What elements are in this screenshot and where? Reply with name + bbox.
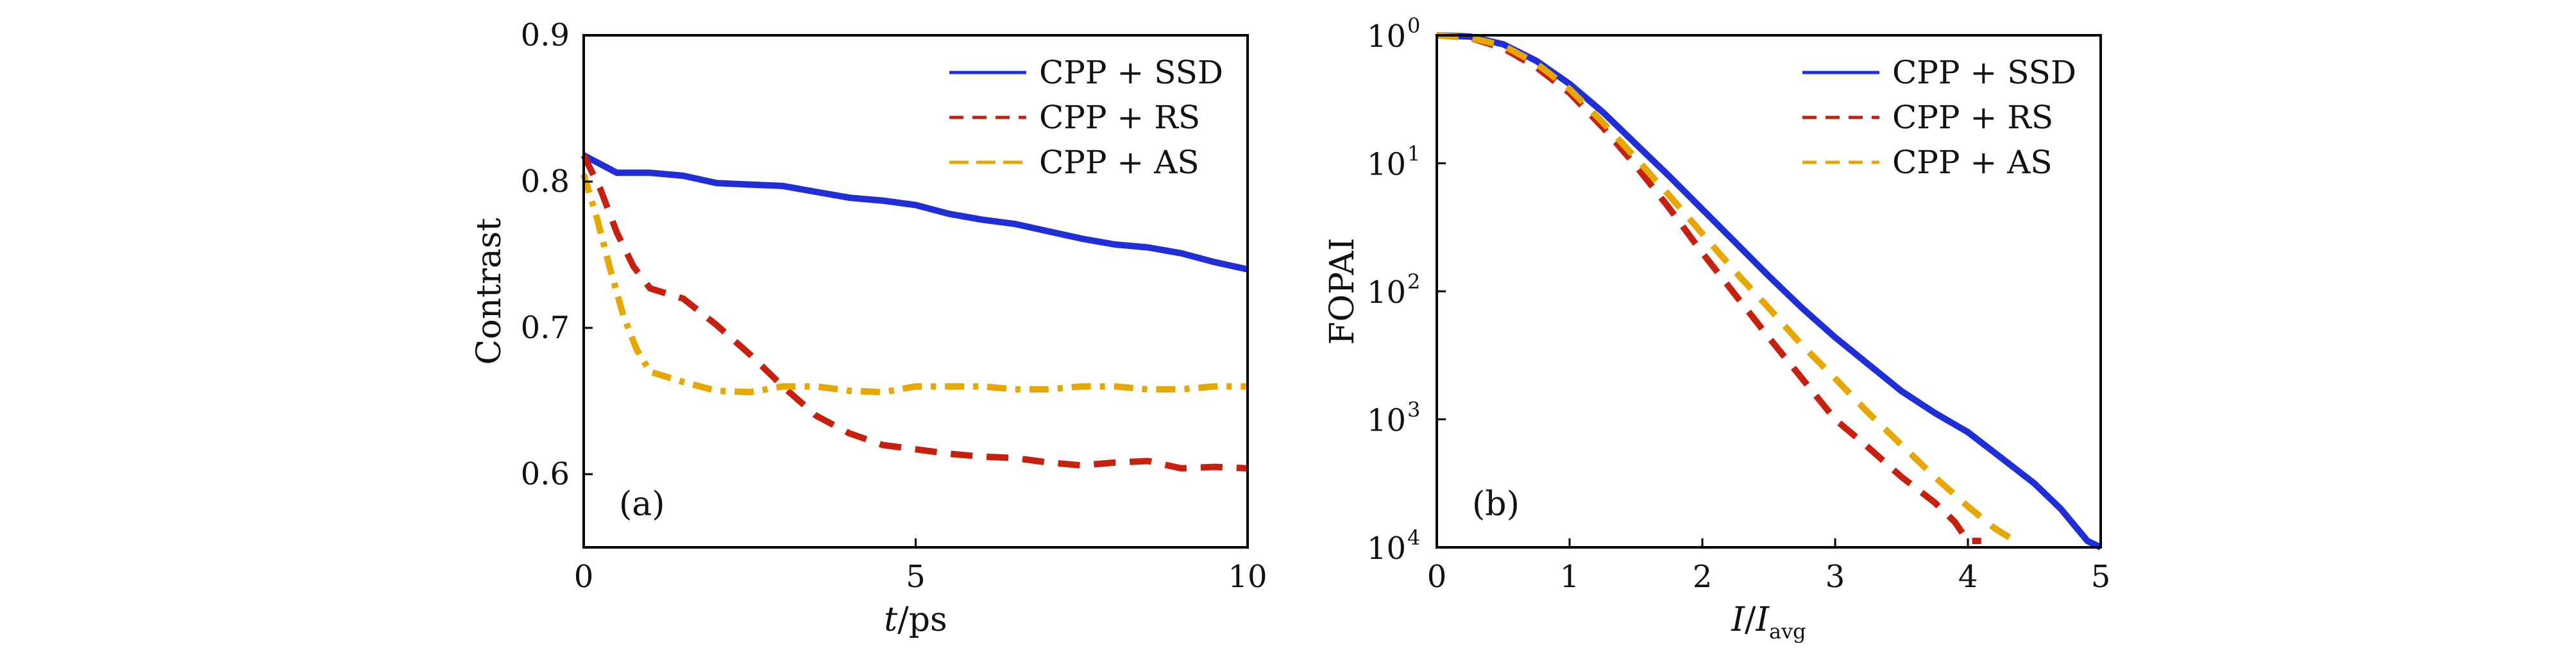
panel-a-y-tick-label: 0.9	[521, 17, 570, 53]
panel-b-legend-label-0: CPP + SSD	[1892, 54, 2076, 91]
panel-a-x-tick-label: 5	[906, 559, 926, 595]
panel-b-y-tick-label: 10	[1367, 275, 1406, 311]
panel-b-y-tick-exponent: 3	[1407, 398, 1420, 422]
panel-a-legend: CPP + SSD CPP + RS CPP + AS	[949, 54, 1223, 181]
panel-b-x-tick-label: 3	[1826, 559, 1845, 595]
panel-a-legend-label-0: CPP + SSD	[1039, 54, 1223, 91]
panel-b-x-tick-label: 5	[2091, 559, 2111, 595]
panel-b-x-tick-label: 0	[1427, 559, 1447, 595]
panel-a-y-tick-label: 0.7	[521, 310, 570, 346]
panel-a-tag: (a)	[619, 485, 665, 524]
panel-b-y-axis-label: FOPAI	[1323, 237, 1362, 345]
panel-a-x-tick-label: 10	[1228, 559, 1267, 595]
panel-b-legend-label-2: CPP + AS	[1892, 144, 2053, 181]
panel-b-legend: CPP + SSD CPP + RS CPP + AS	[1802, 54, 2076, 181]
panel-b-series-group	[1436, 32, 2103, 551]
panel-a-ticks: 0 5 10 0.6 0.7 0.8 0.9	[521, 17, 1267, 595]
panel-b-y-tick-label: 10	[1367, 403, 1406, 439]
panel-a-series-line-1	[580, 153, 1248, 472]
panel-b-tag: (b)	[1472, 485, 1520, 524]
panel-a-series-line-2	[580, 173, 1248, 396]
panel-b-y-tick-label: 10	[1367, 531, 1406, 567]
panel-b-x-axis-label: I/Iavg	[1731, 601, 1806, 644]
panel-b-y-tick-exponent: 1	[1407, 142, 1420, 166]
panel-b-y-tick-exponent: 0	[1407, 13, 1420, 38]
panel-b-y-tick-label: 10	[1367, 19, 1406, 55]
panel-b-x-tick-label: 2	[1693, 559, 1713, 595]
panel-a-chart: 0 5 10 0.6 0.7 0.8 0.9 Contrast t/ps (a) CPP +…	[470, 17, 1267, 639]
panel-b-x-tick-label: 4	[1958, 559, 1978, 595]
panel-b-x-tick-label: 1	[1560, 559, 1580, 595]
panel-a-series-line-0	[582, 152, 1249, 273]
panel-a-series-group	[580, 152, 1249, 472]
panel-a-legend-label-1: CPP + RS	[1039, 99, 1200, 136]
panel-a-y-tick-label: 0.8	[521, 164, 570, 200]
panel-b-y-tick-exponent: 4	[1407, 526, 1420, 550]
panel-a-x-tick-label: 0	[574, 559, 594, 595]
panel-b-legend-label-1: CPP + RS	[1892, 99, 2053, 136]
panel-a-y-axis-label: Contrast	[470, 218, 509, 364]
panel-b-y-tick-label: 10	[1367, 147, 1406, 183]
panel-a-y-tick-label: 0.6	[521, 456, 570, 492]
panel-a-x-axis-label: t/ps	[884, 601, 947, 639]
panel-b-y-tick-exponent: 2	[1407, 269, 1420, 294]
panel-b-series-line-1	[1436, 32, 1981, 544]
panel-a-legend-label-2: CPP + AS	[1039, 144, 1199, 181]
